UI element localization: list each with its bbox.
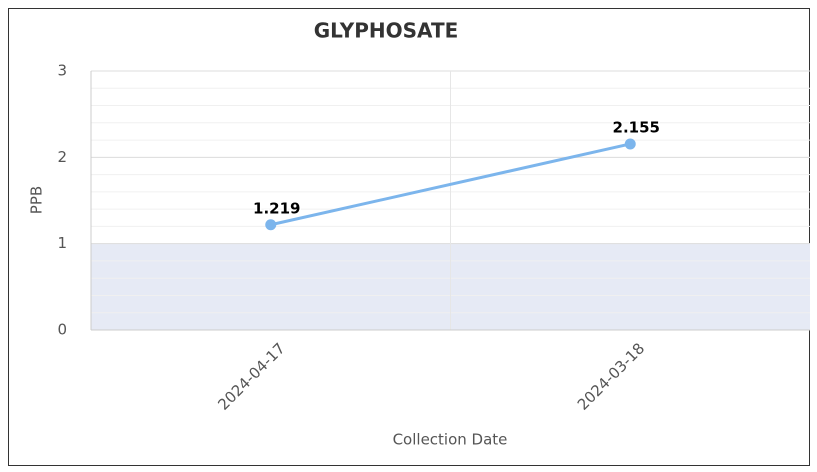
y-tick-label: 1 <box>57 234 67 252</box>
y-axis-label: PPB <box>28 186 46 214</box>
x-axis-label: Collection Date <box>393 431 508 449</box>
data-label: 2.155 <box>613 118 660 136</box>
data-point <box>265 219 277 231</box>
data-point <box>624 138 636 150</box>
data-label: 1.219 <box>253 199 300 217</box>
y-tick-label: 2 <box>57 148 67 166</box>
chart-title: GLYPHOSATE <box>314 19 459 43</box>
y-tick-label: 3 <box>57 62 67 80</box>
series-line <box>270 142 631 227</box>
frame <box>8 8 810 466</box>
y-tick-label: 0 <box>57 321 67 339</box>
